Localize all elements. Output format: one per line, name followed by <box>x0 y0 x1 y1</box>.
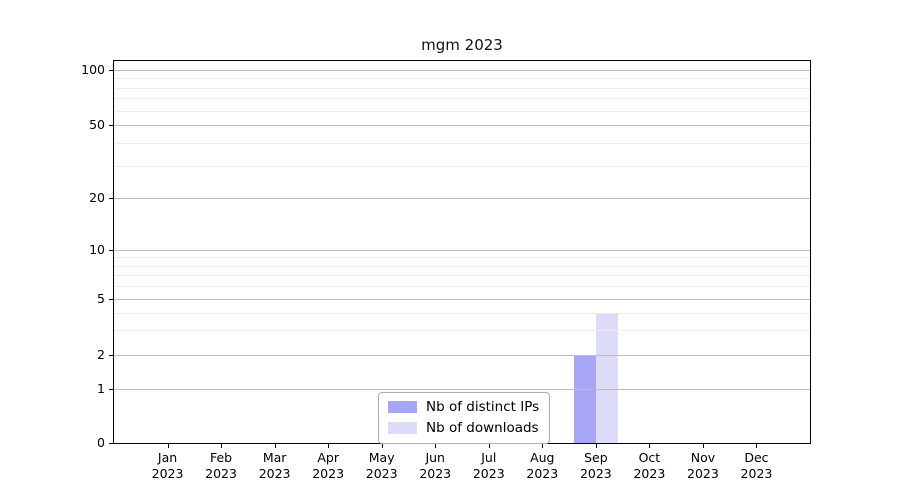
x-tick-label: Nov 2023 <box>673 450 733 482</box>
x-tick-month: Oct <box>638 450 661 465</box>
x-tick-label: Apr 2023 <box>298 450 358 482</box>
x-tick-year: 2023 <box>258 466 291 481</box>
x-tick-mark <box>328 443 330 448</box>
x-tick-label: Oct 2023 <box>619 450 679 482</box>
y-tick-mark <box>109 389 114 390</box>
gridline-major <box>114 355 810 356</box>
legend-item-downloads: Nb of downloads <box>388 420 539 436</box>
gridline-minor <box>114 110 810 112</box>
x-tick-mark <box>756 443 758 448</box>
y-tick-mark <box>109 70 114 71</box>
x-tick-mark <box>488 443 490 448</box>
x-tick-year: 2023 <box>151 466 184 481</box>
y-tick-label: 100 <box>81 62 105 77</box>
x-tick-mark <box>221 443 223 448</box>
x-tick-month: Aug <box>530 450 555 465</box>
x-tick-mark <box>702 443 704 448</box>
x-tick-month: Nov <box>690 450 716 465</box>
x-tick-mark <box>381 443 383 448</box>
bar-sep-distinct-ips <box>573 355 596 443</box>
x-tick-month: Jul <box>481 450 497 465</box>
gridline-minor <box>114 330 810 332</box>
bar-sep-downloads <box>595 312 618 443</box>
y-tick-label: 1 <box>97 381 105 396</box>
x-tick-month: Sep <box>584 450 608 465</box>
x-tick-label: Dec 2023 <box>726 450 786 482</box>
chart-title: mgm 2023 <box>421 36 503 54</box>
x-tick-label: Mar 2023 <box>245 450 305 482</box>
x-tick-label: Aug 2023 <box>512 450 572 482</box>
gridline-major <box>114 125 810 126</box>
x-tick-year: 2023 <box>740 466 773 481</box>
x-tick-year: 2023 <box>579 466 612 481</box>
x-tick-mark <box>435 443 437 448</box>
gridline-major <box>114 70 810 71</box>
y-tick-label: 20 <box>89 190 105 205</box>
x-tick-month: Dec <box>744 450 769 465</box>
x-tick-month: Mar <box>262 450 287 465</box>
y-tick-mark <box>109 443 114 444</box>
x-tick-month: Feb <box>209 450 233 465</box>
x-tick-mark <box>167 443 169 448</box>
gridline-minor <box>114 142 810 144</box>
gridline-major <box>114 250 810 251</box>
gridline-minor <box>114 312 810 314</box>
x-tick-label: Jun 2023 <box>405 450 465 482</box>
x-tick-year: 2023 <box>687 466 719 481</box>
x-tick-label: May 2023 <box>352 450 412 482</box>
legend-swatch-downloads <box>388 422 417 434</box>
x-tick-year: 2023 <box>419 466 452 481</box>
x-tick-year: 2023 <box>312 466 345 481</box>
gridline-major <box>114 389 810 390</box>
y-tick-label: 2 <box>97 347 105 362</box>
x-tick-year: 2023 <box>633 466 666 481</box>
gridline-minor <box>114 98 810 100</box>
y-tick-label: 0 <box>97 435 105 450</box>
gridline-major <box>114 299 810 300</box>
x-tick-mark <box>595 443 597 448</box>
x-tick-year: 2023 <box>205 466 237 481</box>
y-tick-mark <box>109 355 114 356</box>
x-tick-label: Jul 2023 <box>459 450 519 482</box>
gridline-minor <box>114 265 810 267</box>
y-tick-mark <box>109 125 114 126</box>
gridline-minor <box>114 286 810 288</box>
x-tick-month: Jan <box>157 450 178 465</box>
y-tick-mark <box>109 198 114 199</box>
legend-label-distinct-ips: Nb of distinct IPs <box>426 399 540 415</box>
y-tick-label: 50 <box>89 117 105 132</box>
y-tick-mark <box>109 299 114 300</box>
gridline-minor <box>114 165 810 167</box>
gridline-minor <box>114 87 810 89</box>
legend-item-distinct-ips: Nb of distinct IPs <box>388 399 539 415</box>
x-tick-month: May <box>368 450 395 465</box>
x-tick-label: Jan 2023 <box>138 450 198 482</box>
x-tick-month: Apr <box>317 450 339 465</box>
y-tick-label: 5 <box>97 291 105 306</box>
legend: Nb of distinct IPs Nb of downloads <box>378 392 551 444</box>
x-tick-label: Feb 2023 <box>191 450 251 482</box>
plot-area <box>113 60 811 444</box>
gridline-minor <box>114 275 810 277</box>
gridline-minor <box>114 257 810 259</box>
x-tick-label: Sep 2023 <box>566 450 626 482</box>
y-tick-mark <box>109 250 114 251</box>
legend-label-downloads: Nb of downloads <box>426 420 539 436</box>
x-tick-year: 2023 <box>365 466 398 481</box>
gridline-minor <box>114 78 810 80</box>
x-tick-mark <box>542 443 544 448</box>
gridline-major <box>114 198 810 199</box>
x-tick-mark <box>649 443 651 448</box>
y-tick-label: 10 <box>89 242 105 257</box>
x-tick-month: Jun <box>425 450 445 465</box>
legend-swatch-distinct-ips <box>388 401 417 413</box>
x-tick-year: 2023 <box>472 466 505 481</box>
x-tick-mark <box>274 443 276 448</box>
x-tick-year: 2023 <box>526 466 559 481</box>
